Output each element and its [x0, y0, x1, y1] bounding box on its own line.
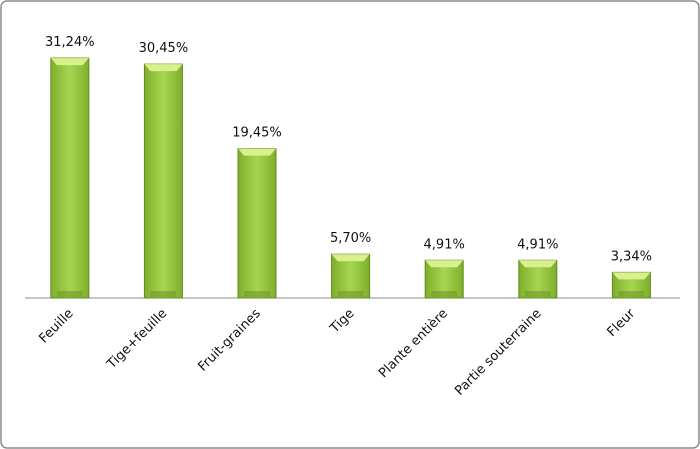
- bar-shade: [431, 291, 458, 297]
- value-label: 4,91%: [517, 237, 558, 252]
- value-label: 19,45%: [232, 126, 282, 141]
- bar-bevel: [238, 148, 276, 156]
- bar-bevel: [425, 260, 464, 268]
- value-label: 30,45%: [139, 41, 189, 56]
- bar: [143, 63, 183, 299]
- bar-shade: [244, 291, 270, 297]
- value-label: 5,70%: [330, 231, 371, 246]
- bar-bevel: [331, 254, 370, 262]
- bar-shade: [337, 291, 364, 297]
- bar-shade: [618, 291, 645, 297]
- value-label: 4,91%: [424, 237, 465, 252]
- bar-bevel: [518, 260, 557, 268]
- bar: [50, 57, 90, 299]
- bar-bevel: [612, 272, 651, 280]
- bar-shade: [56, 291, 83, 297]
- value-label: 31,24%: [45, 35, 95, 50]
- bar-shade: [524, 291, 551, 297]
- bar: [237, 148, 277, 299]
- bar-bevel: [144, 64, 183, 72]
- value-label: 3,34%: [611, 249, 652, 264]
- bar-bevel: [50, 58, 89, 66]
- bar-shade: [150, 291, 177, 297]
